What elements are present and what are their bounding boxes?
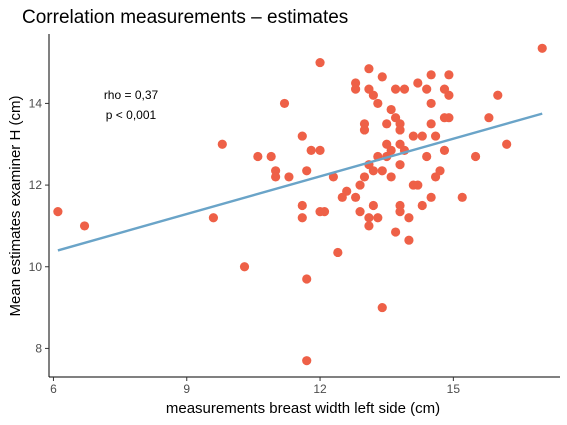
data-point bbox=[502, 139, 512, 149]
data-points bbox=[53, 43, 547, 366]
data-point bbox=[208, 213, 219, 223]
data-point bbox=[297, 200, 307, 211]
data-point bbox=[426, 119, 436, 129]
data-point bbox=[408, 131, 418, 141]
data-point bbox=[368, 166, 378, 176]
data-point bbox=[395, 207, 405, 217]
data-point bbox=[271, 172, 281, 182]
annotation-p-value: p < 0,001 bbox=[106, 108, 157, 122]
data-point bbox=[386, 172, 396, 182]
data-point bbox=[484, 113, 494, 123]
trend-line-layer bbox=[57, 112, 543, 252]
data-point bbox=[399, 84, 410, 94]
data-point bbox=[422, 84, 432, 94]
data-point bbox=[444, 113, 454, 123]
data-point bbox=[537, 43, 547, 53]
data-point bbox=[444, 90, 454, 100]
data-point bbox=[430, 131, 441, 141]
x-tick-label: 9 bbox=[183, 382, 190, 396]
data-point bbox=[355, 207, 365, 217]
data-point bbox=[457, 192, 467, 202]
data-point bbox=[306, 145, 316, 155]
data-point bbox=[493, 90, 503, 100]
y-tick-label: 12 bbox=[29, 178, 43, 192]
data-point bbox=[319, 207, 330, 217]
y-axis-ticks: 8 10 12 14 bbox=[29, 96, 49, 355]
data-point bbox=[297, 131, 307, 141]
data-point bbox=[368, 90, 378, 100]
data-point bbox=[351, 84, 361, 94]
x-axis-ticks: 6 9 12 15 bbox=[50, 377, 460, 396]
data-point bbox=[373, 98, 383, 109]
data-point bbox=[79, 221, 90, 231]
data-point bbox=[328, 172, 338, 182]
data-point bbox=[315, 145, 325, 155]
data-point bbox=[417, 200, 427, 211]
data-point bbox=[297, 213, 307, 223]
data-point bbox=[302, 274, 312, 284]
x-tick-label: 12 bbox=[313, 382, 327, 396]
y-axis-title: Mean estimates examiner H (cm) bbox=[7, 96, 24, 317]
data-point bbox=[302, 166, 312, 176]
data-point bbox=[351, 192, 361, 202]
data-point bbox=[395, 125, 405, 135]
data-point bbox=[377, 72, 387, 82]
data-point bbox=[386, 145, 396, 155]
data-point bbox=[364, 64, 374, 74]
data-point bbox=[359, 125, 370, 135]
data-point bbox=[439, 145, 450, 155]
data-point bbox=[426, 192, 436, 202]
data-point bbox=[382, 119, 392, 129]
data-point bbox=[470, 151, 481, 162]
data-point bbox=[413, 180, 423, 190]
data-point bbox=[444, 70, 454, 80]
data-point bbox=[426, 98, 436, 109]
data-point bbox=[426, 70, 436, 80]
data-point bbox=[342, 186, 352, 196]
data-point bbox=[422, 151, 432, 162]
data-point bbox=[395, 160, 405, 170]
data-point bbox=[368, 200, 378, 211]
data-point bbox=[315, 57, 325, 68]
data-point bbox=[266, 151, 276, 162]
data-point bbox=[239, 262, 250, 272]
data-point bbox=[53, 207, 63, 217]
data-point bbox=[253, 151, 263, 162]
data-point bbox=[364, 213, 374, 223]
data-point bbox=[377, 302, 387, 313]
y-tick-label: 8 bbox=[35, 341, 42, 355]
data-point bbox=[404, 213, 414, 223]
data-point bbox=[386, 104, 396, 115]
data-point bbox=[217, 139, 227, 149]
data-point bbox=[435, 166, 445, 176]
annotation-rho: rho = 0,37 bbox=[104, 88, 159, 102]
data-point bbox=[373, 213, 383, 223]
regression-line bbox=[57, 112, 543, 252]
data-point bbox=[364, 221, 374, 231]
data-point bbox=[390, 84, 401, 94]
chart-title: Correlation measurements – estimates bbox=[22, 7, 348, 28]
data-point bbox=[333, 247, 343, 258]
data-point bbox=[359, 172, 370, 182]
data-point bbox=[404, 235, 414, 245]
data-point bbox=[377, 166, 387, 176]
x-tick-label: 15 bbox=[447, 382, 461, 396]
data-point bbox=[302, 356, 312, 366]
data-point bbox=[417, 131, 427, 141]
x-tick-label: 6 bbox=[50, 382, 57, 396]
data-point bbox=[355, 180, 365, 190]
data-point bbox=[284, 172, 294, 182]
x-axis-title: measurements breast width left side (cm) bbox=[166, 400, 440, 417]
y-tick-label: 14 bbox=[29, 96, 43, 110]
data-point bbox=[390, 227, 401, 237]
data-point bbox=[413, 78, 423, 88]
data-point bbox=[279, 98, 290, 109]
y-tick-label: 10 bbox=[29, 260, 43, 274]
